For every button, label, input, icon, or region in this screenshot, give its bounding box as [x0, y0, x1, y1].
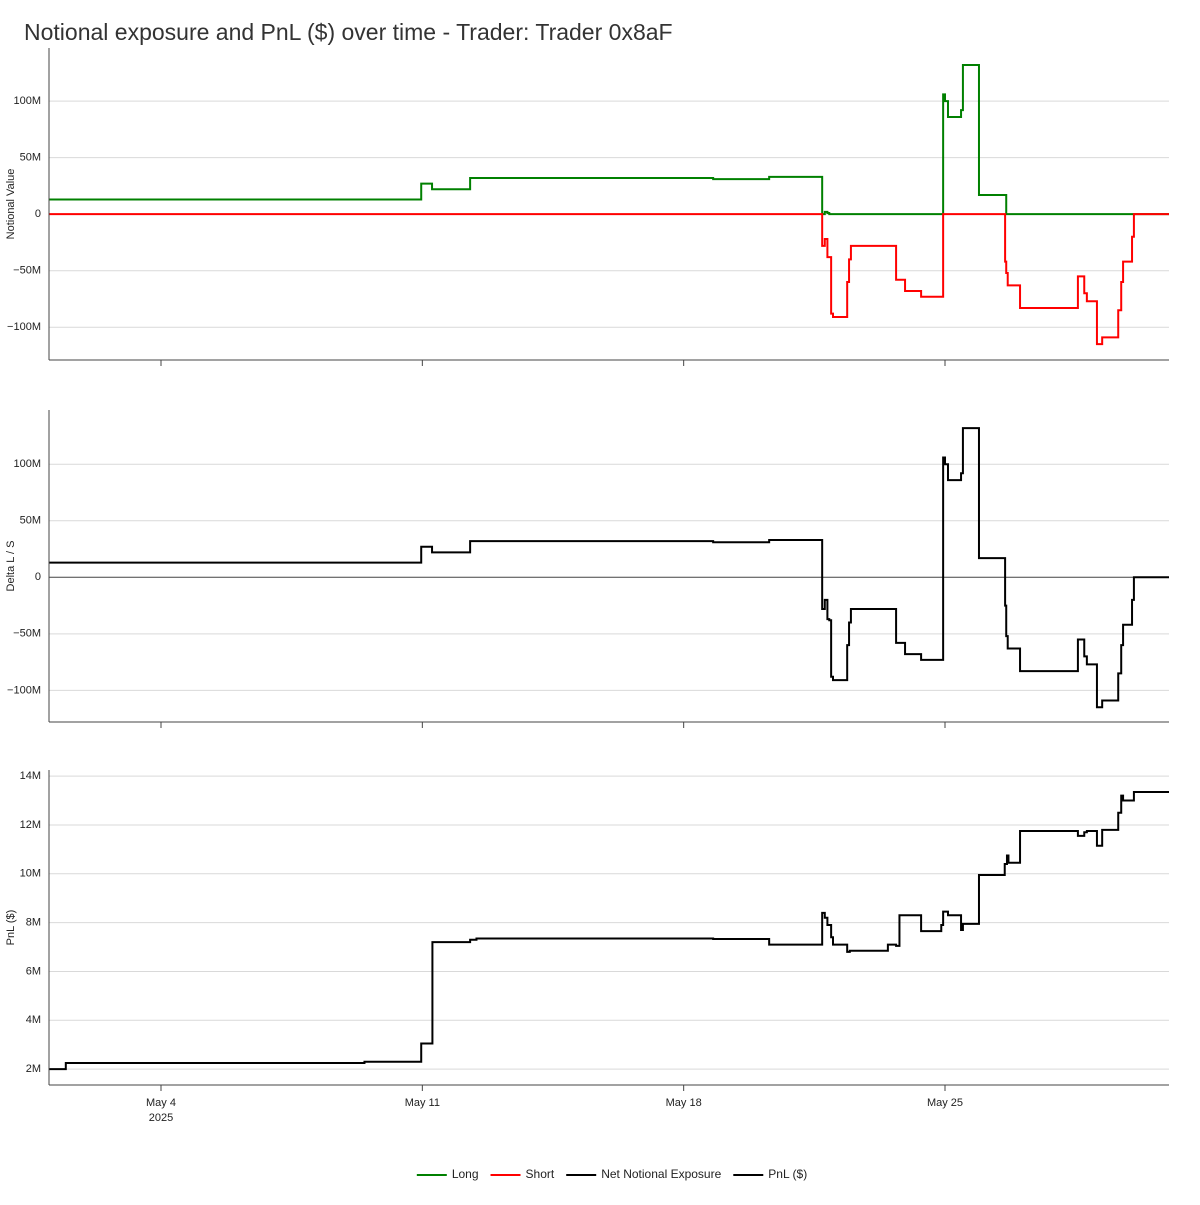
series-line	[49, 790, 1169, 1071]
legend-label: Short	[526, 1167, 555, 1181]
y-tick-label: −50M	[13, 628, 41, 640]
y-tick-label: 50M	[20, 515, 41, 527]
series-line	[49, 213, 1169, 346]
x-year-label: 2025	[149, 1112, 173, 1124]
legend-label: PnL ($)	[768, 1167, 807, 1181]
y-axis-title: Notional Value	[5, 169, 17, 240]
y-tick-label: 14M	[20, 770, 41, 782]
y-tick-label: 6M	[26, 965, 41, 977]
y-tick-label: 4M	[26, 1014, 41, 1026]
legend-item: Long	[416, 1167, 479, 1181]
legend: Long Short Net Notional Exposure PnL ($)	[416, 1167, 807, 1181]
legend-label: Long	[452, 1167, 479, 1181]
y-tick-label: 12M	[20, 819, 41, 831]
y-tick-label: −50M	[13, 265, 41, 277]
x-tick-label: May 18	[666, 1097, 702, 1109]
y-tick-label: 0	[35, 571, 41, 583]
y-tick-label: 50M	[20, 152, 41, 164]
legend-item: Net Notional Exposure	[566, 1167, 722, 1181]
series-line	[49, 427, 1169, 709]
y-tick-label: 100M	[13, 458, 41, 470]
y-tick-label: 8M	[26, 917, 41, 929]
x-tick-label: May 11	[405, 1097, 440, 1109]
legend-label: Net Notional Exposure	[601, 1167, 721, 1181]
y-tick-label: −100M	[7, 684, 41, 696]
y-axis-title: Delta L / S	[5, 541, 17, 592]
y-tick-label: 0	[35, 208, 41, 220]
y-tick-label: 100M	[13, 95, 41, 107]
chart-title: Notional exposure and PnL ($) over time …	[24, 19, 673, 45]
x-tick-label: May 25	[927, 1097, 963, 1109]
legend-item: PnL ($)	[733, 1167, 807, 1181]
y-tick-label: −100M	[7, 321, 41, 333]
y-axis-title: PnL ($)	[5, 910, 17, 946]
legend-item: Short	[490, 1167, 555, 1181]
y-tick-label: 2M	[26, 1063, 41, 1075]
x-tick-label: May 4	[146, 1097, 176, 1109]
y-tick-label: 10M	[20, 868, 41, 880]
